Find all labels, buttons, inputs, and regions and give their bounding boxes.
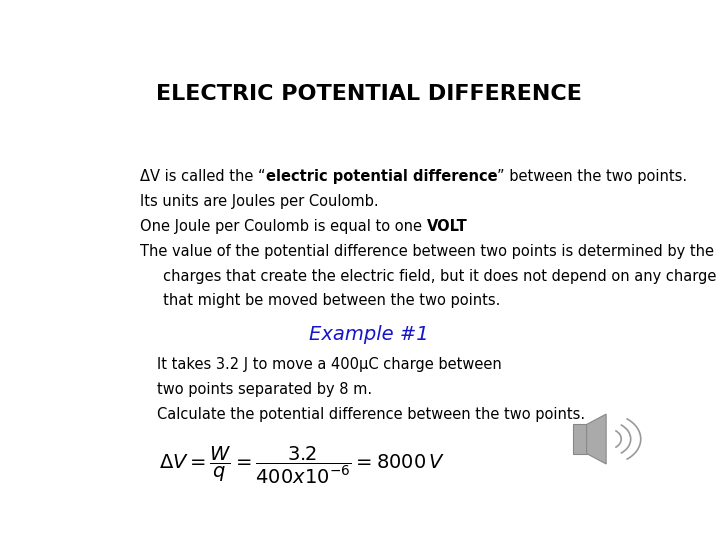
Polygon shape (587, 414, 606, 464)
Text: VOLT: VOLT (427, 219, 467, 234)
Text: The value of the potential difference between two points is determined by the: The value of the potential difference be… (140, 244, 714, 259)
Text: Example #1: Example #1 (309, 325, 429, 343)
Text: Its units are Joules per Coulomb.: Its units are Joules per Coulomb. (140, 194, 379, 208)
Text: that might be moved between the two points.: that might be moved between the two poin… (140, 294, 500, 308)
Text: ΔV is called the “: ΔV is called the “ (140, 168, 266, 184)
Text: electric potential difference: electric potential difference (266, 168, 498, 184)
Text: Calculate the potential difference between the two points.: Calculate the potential difference betwe… (157, 407, 585, 422)
Text: charges that create the electric field, but it does not depend on any charge: charges that create the electric field, … (140, 268, 716, 284)
Text: $\Delta V = \dfrac{W}{q} = \dfrac{3.2}{400x10^{-6}} = 8000\,V$: $\Delta V = \dfrac{W}{q} = \dfrac{3.2}{4… (159, 444, 445, 486)
Text: It takes 3.2 J to move a 400μC charge between: It takes 3.2 J to move a 400μC charge be… (157, 357, 502, 372)
Text: ELECTRIC POTENTIAL DIFFERENCE: ELECTRIC POTENTIAL DIFFERENCE (156, 84, 582, 104)
Polygon shape (572, 424, 587, 454)
Text: two points separated by 8 m.: two points separated by 8 m. (157, 382, 372, 397)
Text: ” between the two points.: ” between the two points. (498, 168, 688, 184)
Text: One Joule per Coulomb is equal to one: One Joule per Coulomb is equal to one (140, 219, 427, 234)
